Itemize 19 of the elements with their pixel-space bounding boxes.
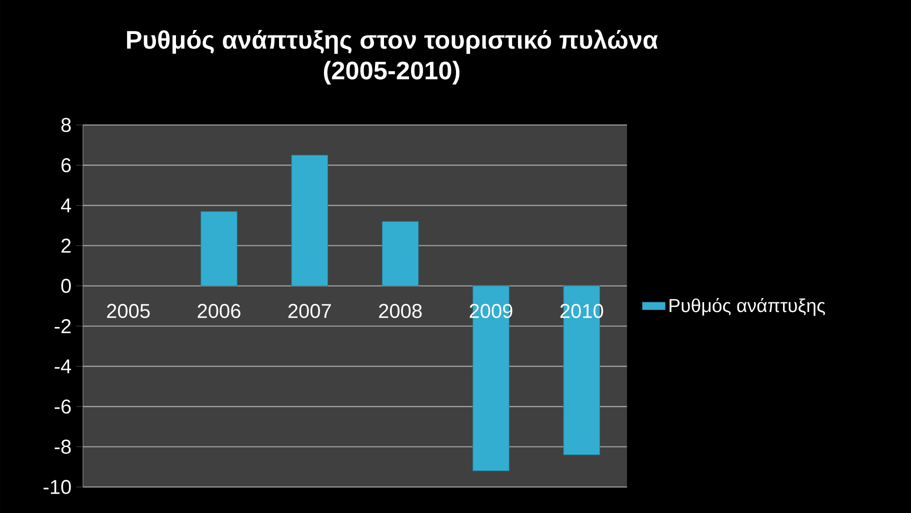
y-tick-label: -2 [54, 319, 71, 334]
bar [382, 221, 419, 286]
bar [200, 211, 238, 286]
y-tick-label: -8 [54, 440, 71, 454]
x-tick-label: 2007 [288, 304, 331, 318]
y-tick-label: 6 [62, 158, 71, 172]
bar [291, 154, 328, 286]
chart-title: Ρυθμός ανάπτυξης στον τουριστικό πυλώνα (2005-2010) [127, 30, 658, 85]
y-tick-label: 0 [61, 278, 71, 293]
legend-label: Ρυθμός ανάπτυξης [670, 298, 825, 316]
y-tick-label: 2 [62, 238, 71, 253]
y-tick-label: 4 [60, 198, 72, 212]
y-tick-label: -4 [54, 359, 72, 374]
y-tick-label: -10 [44, 480, 71, 494]
x-tick-label: 2008 [379, 304, 422, 318]
x-tick-label: 2006 [198, 304, 240, 318]
y-tick-label: -6 [54, 399, 71, 414]
x-tick-label: 2005 [107, 304, 150, 318]
y-tick-label: 8 [61, 118, 71, 132]
